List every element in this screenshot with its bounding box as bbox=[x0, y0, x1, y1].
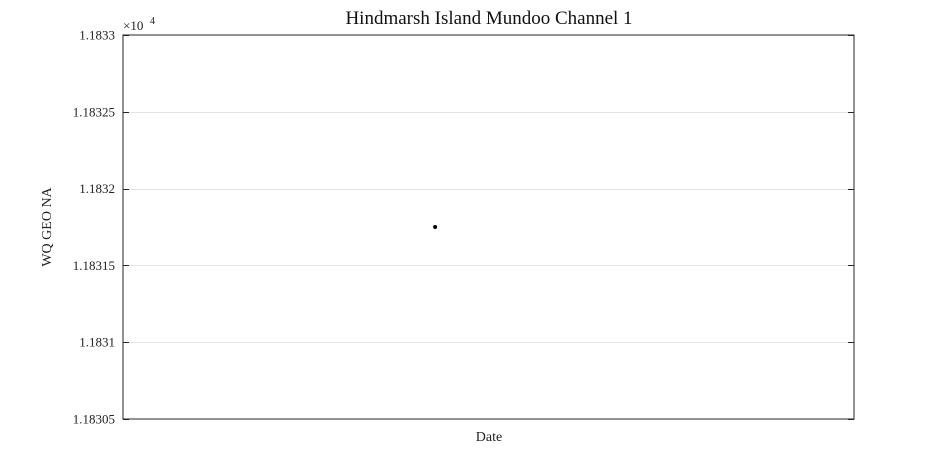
y-multiplier-exponent: 4 bbox=[150, 16, 155, 27]
x-axis-label: Date bbox=[476, 430, 502, 445]
y-tick-label: 1.1831 bbox=[79, 335, 115, 350]
y-ticks: 1.18305 1.1831 1.18315 1.1832 1.18325 1.1833 bbox=[73, 28, 854, 427]
y-tick-label: 1.18325 bbox=[73, 104, 115, 119]
plot-area bbox=[122, 34, 855, 420]
y-axis-label: WQ GEO NA bbox=[40, 186, 55, 266]
y-tick-label: 1.1832 bbox=[79, 181, 115, 196]
chart-title: Hindmarsh Island Mundoo Channel 1 bbox=[345, 8, 632, 29]
y-tick-label: 1.18305 bbox=[73, 412, 115, 427]
data-point bbox=[433, 225, 438, 229]
y-multiplier-base: ×10 bbox=[123, 18, 143, 33]
y-multiplier: ×10 4 bbox=[123, 16, 155, 33]
y-tick-label: 1.1833 bbox=[79, 28, 115, 43]
y-tick-label: 1.18315 bbox=[73, 258, 115, 273]
grid-lines bbox=[123, 112, 854, 343]
data-points bbox=[433, 225, 438, 229]
